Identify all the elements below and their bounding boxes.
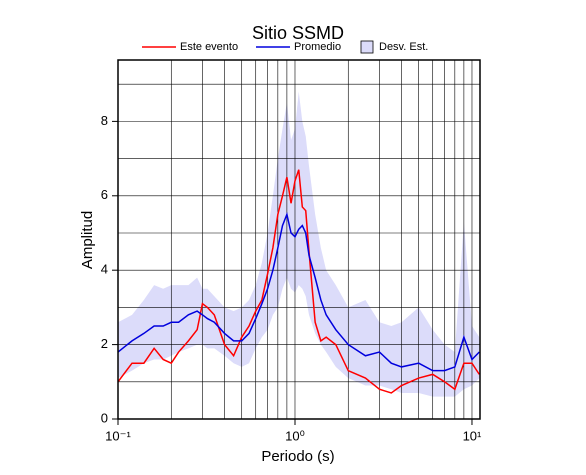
series-line bbox=[117, 169, 480, 394]
series-line bbox=[117, 211, 480, 372]
std-band bbox=[118, 91, 480, 397]
y-tick-label: 6 bbox=[101, 187, 108, 202]
chart-title: Sitio SSMD bbox=[252, 23, 344, 43]
y-tick-label: 8 bbox=[101, 113, 108, 128]
y-axis-label: Amplitud bbox=[79, 211, 96, 269]
y-tick-label: 4 bbox=[101, 262, 108, 277]
x-axis-label: Periodo (s) bbox=[261, 448, 334, 465]
legend-label: Promedio bbox=[294, 41, 341, 53]
legend-label: Desv. Est. bbox=[379, 41, 428, 53]
x-tick-label: 10¹ bbox=[463, 428, 482, 443]
x-tick-label: 10⁻¹ bbox=[105, 428, 131, 443]
y-tick-label: 2 bbox=[101, 336, 108, 351]
y-tick-label: 0 bbox=[101, 410, 108, 425]
legend-swatch bbox=[360, 40, 374, 54]
x-tick-label: 10⁰ bbox=[285, 428, 305, 443]
plot-frame bbox=[117, 59, 481, 420]
legend-label: Este evento bbox=[180, 41, 238, 53]
